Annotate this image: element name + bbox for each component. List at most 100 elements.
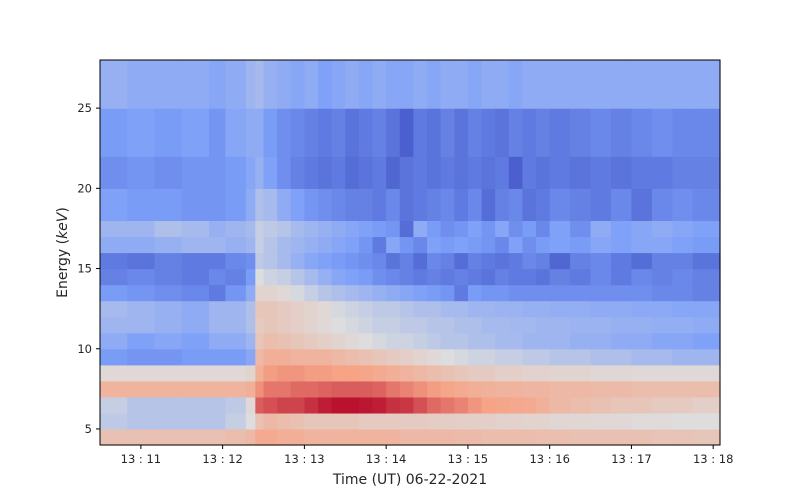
- heatmap-cell: [372, 220, 387, 238]
- heatmap-cell: [570, 220, 592, 238]
- heatmap-cell: [209, 236, 226, 254]
- heatmap-cell: [427, 252, 442, 270]
- heatmap-cell: [127, 348, 156, 366]
- heatmap-cell: [399, 364, 415, 382]
- heatmap-cell: [386, 316, 401, 334]
- heatmap-cell: [427, 108, 442, 157]
- heatmap-cell: [651, 348, 673, 366]
- heatmap-cell: [277, 348, 292, 366]
- heatmap-cell: [454, 284, 469, 302]
- heatmap-cell: [522, 236, 537, 254]
- heatmap-cell: [358, 60, 374, 109]
- heatmap-cell: [522, 284, 537, 302]
- heatmap-cell: [209, 332, 226, 350]
- heatmap-cell: [536, 188, 551, 222]
- y-tick-label: 20: [77, 181, 92, 195]
- heatmap-cell: [508, 60, 524, 109]
- heatmap-cell: [225, 60, 247, 109]
- heatmap-cell: [263, 348, 278, 366]
- heatmap-cell: [631, 348, 653, 366]
- heatmap-cell: [318, 316, 333, 334]
- heatmap-cell: [345, 108, 360, 157]
- heatmap-cell: [100, 236, 128, 254]
- heatmap-cell: [651, 220, 673, 238]
- x-tick-label: 13 : 14: [366, 452, 406, 466]
- heatmap-cell: [467, 348, 483, 366]
- heatmap-cell: [590, 220, 612, 238]
- heatmap-cell: [372, 300, 387, 318]
- heatmap-cell: [399, 236, 415, 254]
- heatmap-cell: [290, 252, 305, 270]
- heatmap-cell: [331, 396, 346, 414]
- heatmap-cell: [481, 316, 496, 334]
- heatmap-cell: [386, 428, 401, 446]
- heatmap-cell: [631, 220, 653, 238]
- heatmap-cell: [467, 60, 483, 109]
- heatmap-cell: [467, 412, 483, 430]
- heatmap-cell: [263, 428, 278, 446]
- heatmap-cell: [277, 188, 292, 222]
- heatmap-cell: [304, 332, 319, 350]
- heatmap-cell: [263, 364, 278, 382]
- heatmap-cell: [386, 60, 401, 109]
- heatmap-cell: [225, 316, 247, 334]
- heatmap-cell: [454, 364, 469, 382]
- heatmap-cell: [304, 188, 319, 222]
- heatmap-cell: [245, 188, 256, 222]
- heatmap-cell: [692, 332, 721, 350]
- heatmap-cell: [318, 284, 333, 302]
- heatmap-cell: [522, 364, 537, 382]
- heatmap-cell: [481, 236, 496, 254]
- heatmap-cell: [692, 252, 721, 270]
- heatmap-cell: [454, 156, 469, 189]
- heatmap-cell: [631, 396, 653, 414]
- heatmap-cell: [345, 156, 360, 189]
- heatmap-cell: [495, 236, 510, 254]
- heatmap-cell: [209, 220, 226, 238]
- heatmap-cell: [399, 300, 415, 318]
- heatmap-cell: [536, 284, 551, 302]
- heatmap-cell: [127, 252, 156, 270]
- heatmap-cell: [570, 156, 592, 189]
- heatmap-cell: [154, 380, 183, 398]
- heatmap-cell: [610, 412, 633, 430]
- heatmap-cell: [331, 156, 346, 189]
- heatmap-cell: [318, 220, 333, 238]
- heatmap-cell: [672, 108, 694, 157]
- heatmap-cell: [495, 156, 510, 189]
- heatmap-cell: [181, 364, 210, 382]
- heatmap-cell: [651, 268, 673, 286]
- heatmap-cell: [590, 332, 612, 350]
- heatmap-cell: [358, 412, 374, 430]
- heatmap-cell: [399, 268, 415, 286]
- heatmap-cell: [245, 348, 256, 366]
- heatmap-cell: [481, 220, 496, 238]
- heatmap-cell: [245, 332, 256, 350]
- heatmap-cell: [277, 300, 292, 318]
- heatmap-cell: [536, 156, 551, 189]
- heatmap-cell: [508, 220, 524, 238]
- heatmap-cell: [345, 252, 360, 270]
- heatmap-cell: [427, 364, 442, 382]
- heatmap-cell: [290, 364, 305, 382]
- heatmap-cell: [331, 268, 346, 286]
- heatmap-cell: [318, 412, 333, 430]
- heatmap-cell: [610, 428, 633, 446]
- heatmap-cell: [522, 60, 537, 109]
- heatmap-cell: [454, 220, 469, 238]
- heatmap-cell: [290, 220, 305, 238]
- heatmap-cell: [304, 284, 319, 302]
- heatmap-cell: [358, 300, 374, 318]
- heatmap-cell: [440, 300, 455, 318]
- heatmap-cell: [672, 284, 694, 302]
- heatmap-cell: [427, 332, 442, 350]
- heatmap-cell: [481, 348, 496, 366]
- heatmap-cell: [304, 396, 319, 414]
- heatmap-cell: [263, 108, 278, 157]
- heatmap-cell: [672, 188, 694, 222]
- heatmap-cell: [277, 396, 292, 414]
- heatmap-cell: [263, 316, 278, 334]
- heatmap-cell: [508, 188, 524, 222]
- heatmap-cell: [522, 108, 537, 157]
- heatmap-cell: [536, 380, 551, 398]
